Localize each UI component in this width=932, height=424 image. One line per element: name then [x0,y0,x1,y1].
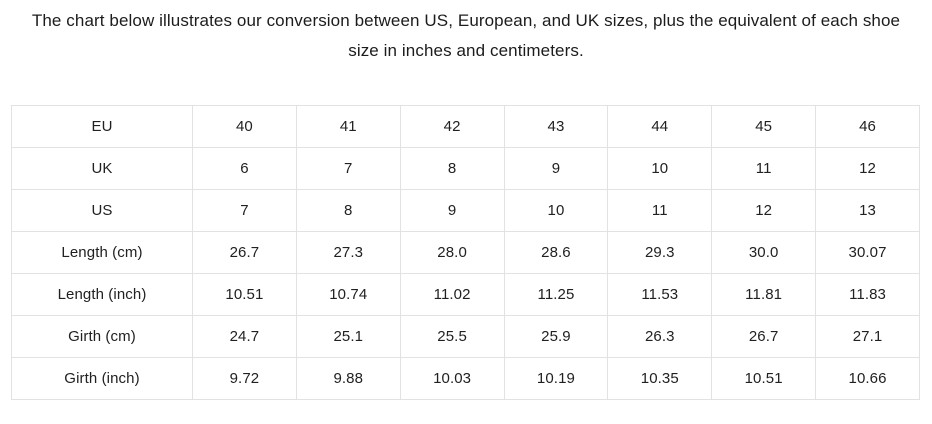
table-cell: 46 [815,105,920,148]
row-label: Length (inch) [11,273,193,316]
table-cell: 11.02 [399,273,505,316]
table-cell: 30.07 [815,231,920,274]
table-cell: 12 [711,189,817,232]
row-label: Length (cm) [11,231,193,274]
table-row: Girth (cm) 24.7 25.1 25.5 25.9 26.3 26.7 27.1 [11,315,920,358]
row-label: US [11,189,193,232]
table-row: Length (cm) 26.7 27.3 28.0 28.6 29.3 30.0 30.07 [11,231,920,274]
table-cell: 10.03 [399,357,505,400]
table-cell: 9.88 [295,357,401,400]
table-cell: 28.0 [399,231,505,274]
table-cell: 45 [711,105,817,148]
table-row: Girth (inch) 9.72 9.88 10.03 10.19 10.35 10.51… [11,357,920,400]
size-conversion-table-body: EU 40 41 42 43 44 45 46 UK 6 7 8 9 10 11 12 US 7 8 9 10 11 12 1… [11,105,920,400]
table-cell: 10.66 [815,357,920,400]
table-cell: 11.83 [815,273,920,316]
table-cell: 7 [192,189,297,232]
table-cell: 6 [192,147,297,190]
table-cell: 11.53 [607,273,713,316]
table-cell: 29.3 [607,231,713,274]
table-cell: 9.72 [192,357,297,400]
table-cell: 42 [399,105,505,148]
row-label: Girth (inch) [11,357,193,400]
table-cell: 44 [607,105,713,148]
table-cell: 27.3 [295,231,401,274]
table-cell: 25.9 [503,315,609,358]
table-row: EU 40 41 42 43 44 45 46 [11,105,920,148]
table-cell: 11.25 [503,273,609,316]
table-row: Length (inch) 10.51 10.74 11.02 11.25 11.53 11… [11,273,920,316]
table-cell: 10.51 [711,357,817,400]
table-cell: 10 [607,147,713,190]
table-cell: 9 [399,189,505,232]
table-row: US 7 8 9 10 11 12 13 [11,189,920,232]
table-cell: 10.19 [503,357,609,400]
table-cell: 10.35 [607,357,713,400]
table-cell: 40 [192,105,297,148]
table-cell: 30.0 [711,231,817,274]
table-cell: 41 [295,105,401,148]
table-cell: 8 [295,189,401,232]
table-cell: 10.51 [192,273,297,316]
table-cell: 25.1 [295,315,401,358]
table-cell: 7 [295,147,401,190]
table-cell: 8 [399,147,505,190]
table-cell: 9 [503,147,609,190]
intro-text: The chart below illustrates our conversi… [31,11,901,60]
table-cell: 26.3 [607,315,713,358]
table-cell: 10.74 [295,273,401,316]
table-cell: 26.7 [192,231,297,274]
table-cell: 11.81 [711,273,817,316]
table-cell: 11 [711,147,817,190]
table-cell: 43 [503,105,609,148]
table-cell: 11 [607,189,713,232]
row-label: EU [11,105,193,148]
table-cell: 28.6 [503,231,609,274]
table-cell: 26.7 [711,315,817,358]
table-cell: 10 [503,189,609,232]
table-row: UK 6 7 8 9 10 11 12 [11,147,920,190]
table-cell: 25.5 [399,315,505,358]
table-cell: 12 [815,147,920,190]
table-cell: 13 [815,189,920,232]
row-label: UK [11,147,193,190]
table-cell: 24.7 [192,315,297,358]
size-conversion-table: EU 40 41 42 43 44 45 46 UK 6 7 8 9 10 11 12 US 7 8 9 10 11 12 1… [11,105,920,400]
table-cell: 27.1 [815,315,920,358]
row-label: Girth (cm) [11,315,193,358]
